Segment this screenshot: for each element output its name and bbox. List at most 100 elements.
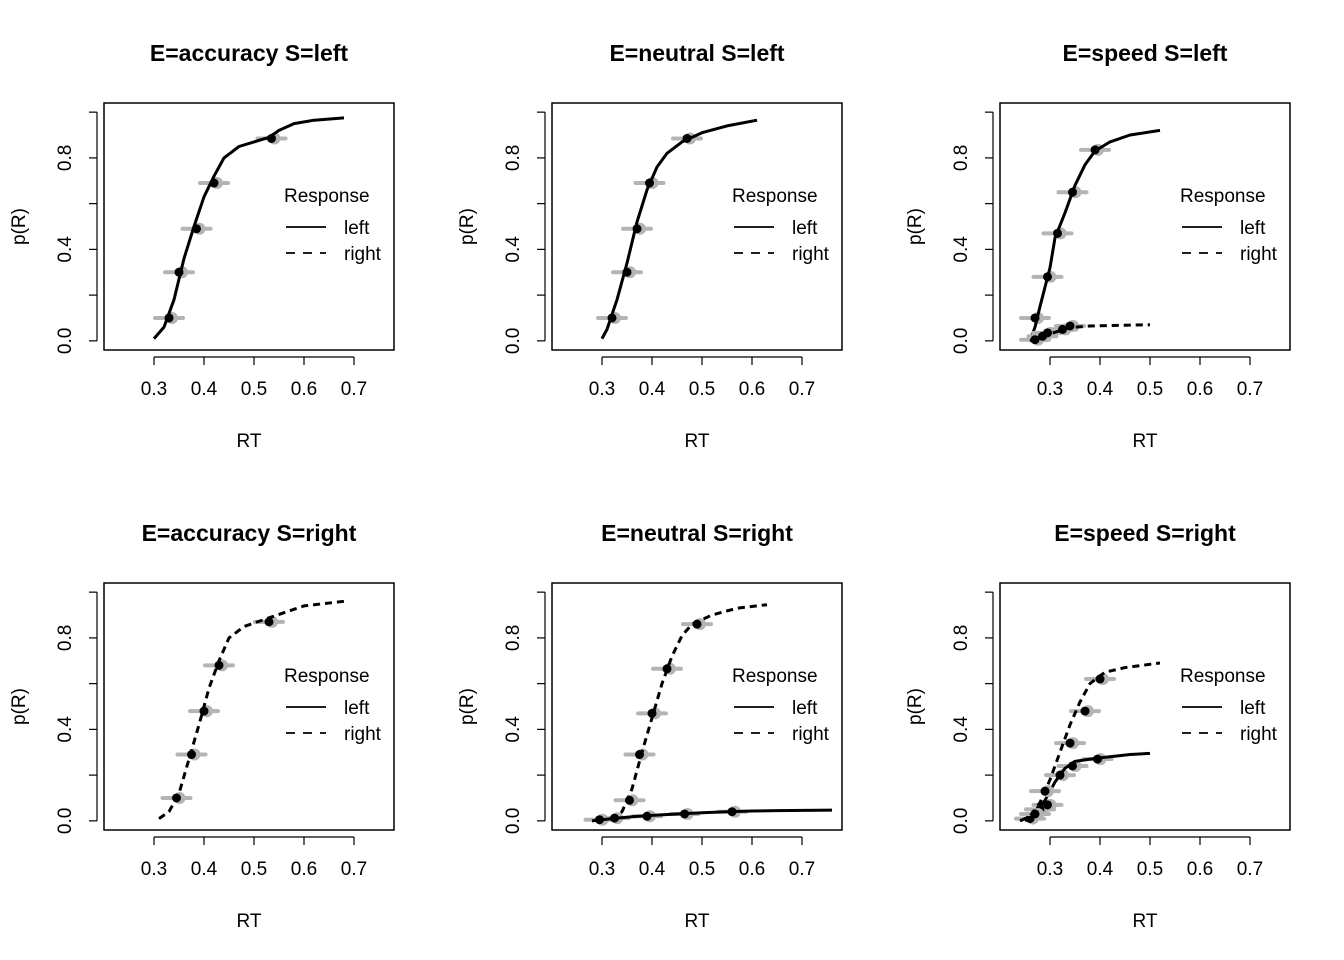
x-tick-label: 0.4 [639, 379, 666, 400]
plot-frame [103, 582, 395, 831]
x-axis-label: RT [1133, 911, 1158, 932]
observed-quantile-point [1058, 324, 1067, 334]
legend: Response left right [284, 666, 382, 745]
legend-title: Response [1180, 666, 1266, 687]
legend-label-left: left [1240, 698, 1266, 719]
observed-quantile-point [727, 807, 737, 817]
x-tick-label: 0.3 [141, 859, 167, 880]
y-tick-label: 0.4 [503, 236, 524, 263]
panel-title: E=neutral S=left [609, 40, 784, 66]
observed-quantile-point [214, 660, 224, 670]
observed-quantile-point [682, 133, 692, 143]
legend-label-right: right [1240, 244, 1278, 265]
observed-quantile-point [642, 811, 652, 821]
series-right-observed-line [610, 603, 768, 823]
legend-label-right: right [344, 724, 382, 745]
x-axis-label: RT [1133, 431, 1158, 452]
legend-label-left: left [344, 218, 370, 239]
x-tick-label: 0.4 [1087, 859, 1114, 880]
observed-quantile-point [174, 267, 184, 277]
x-tick-label: 0.5 [1137, 379, 1163, 400]
series-left-observed-line [152, 116, 345, 340]
x-tick-label: 0.5 [241, 379, 267, 400]
series-left-model-line [1029, 129, 1161, 342]
x-tick-label: 0.3 [141, 379, 167, 400]
observed-quantile-point [1043, 272, 1052, 282]
panel-title: E=accuracy S=right [142, 520, 357, 546]
y-tick-label: 0.8 [55, 145, 76, 171]
observed-quantile-point [680, 809, 689, 819]
y-axis-label: p(R) [905, 688, 926, 725]
panel-5: E=neutral S=right 0.3 0.4 0.5 0.6 0.7 RT 0.0 0.4… [457, 520, 843, 932]
observed-quantile-point [264, 617, 274, 627]
observed-quantile-point [622, 267, 632, 277]
observed-quantile-point [1065, 321, 1075, 331]
y-tick-label: 0.0 [503, 808, 524, 834]
x-tick-label: 0.6 [291, 859, 317, 880]
series-left-observed-line [600, 118, 758, 340]
legend-title: Response [284, 666, 370, 687]
panel-title: E=speed S=right [1054, 520, 1236, 546]
x-tick-label: 0.5 [689, 379, 715, 400]
plot-frame [103, 102, 395, 351]
y-tick-label: 0.0 [951, 328, 972, 354]
observed-quantile-point [192, 224, 201, 234]
x-tick-label: 0.6 [1187, 379, 1213, 400]
observed-quantile-point [635, 750, 644, 760]
x-axis-label: RT [685, 911, 710, 932]
observed-quantile-point [1043, 328, 1052, 338]
plot-frame [551, 102, 843, 351]
observed-quantile-point [692, 619, 702, 629]
legend-label-left: left [344, 698, 370, 719]
y-tick-label: 0.4 [951, 236, 972, 263]
observed-quantile-point [1065, 738, 1075, 748]
legend: Response left right [732, 666, 830, 745]
legend-label-right: right [1240, 724, 1278, 745]
plot-frame [999, 102, 1291, 351]
plot-frame [551, 582, 843, 831]
y-tick-label: 0.4 [503, 716, 524, 743]
observed-quantile-point [595, 815, 604, 825]
x-tick-label: 0.4 [639, 859, 666, 880]
plot-frame [999, 582, 1291, 831]
x-tick-label: 0.7 [789, 859, 815, 880]
observed-quantile-point [1030, 809, 1040, 819]
legend-label-left: left [792, 218, 818, 239]
observed-quantile-point [645, 178, 654, 188]
observed-quantile-point [632, 224, 642, 234]
x-tick-label: 0.7 [341, 859, 367, 880]
y-tick-label: 0.8 [503, 145, 524, 171]
legend-label-left: left [1240, 218, 1266, 239]
observed-quantile-point [187, 750, 196, 760]
legend-title: Response [284, 186, 370, 207]
observed-quantile-point [164, 313, 174, 323]
x-tick-label: 0.5 [689, 859, 715, 880]
x-tick-label: 0.6 [739, 859, 765, 880]
x-tick-label: 0.4 [191, 379, 218, 400]
y-tick-label: 0.0 [55, 328, 76, 354]
y-tick-label: 0.8 [951, 145, 972, 171]
y-tick-label: 0.0 [503, 328, 524, 354]
observed-quantile-point [199, 706, 209, 716]
observed-quantile-point [1068, 187, 1077, 197]
panel-6: E=speed S=right 0.3 0.4 0.5 0.6 0.7 RT 0.0 0.4 0.… [905, 520, 1291, 932]
y-tick-label: 0.0 [951, 808, 972, 834]
legend: Response left right [732, 186, 830, 265]
observed-quantile-point [625, 795, 634, 805]
y-axis-label: p(R) [9, 688, 30, 725]
legend: Response left right [1180, 186, 1278, 265]
x-axis-label: RT [237, 431, 262, 452]
y-axis-label: p(R) [457, 208, 478, 245]
legend-title: Response [732, 666, 818, 687]
observed-quantile-point [172, 793, 181, 803]
x-tick-label: 0.5 [241, 859, 267, 880]
panel-title: E=speed S=left [1063, 40, 1228, 66]
series-left-observed-line [1028, 128, 1161, 342]
observed-quantile-point [1030, 335, 1040, 345]
y-axis-label: p(R) [457, 688, 478, 725]
y-axis-label: p(R) [9, 208, 30, 245]
y-tick-label: 0.4 [55, 716, 76, 743]
legend-label-left: left [792, 698, 818, 719]
observed-quantile-point [1053, 228, 1062, 238]
